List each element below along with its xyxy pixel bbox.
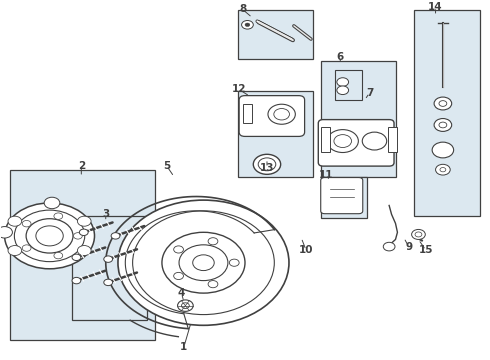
Circle shape [77, 216, 91, 226]
Circle shape [439, 101, 447, 106]
Circle shape [173, 246, 183, 253]
Circle shape [36, 226, 63, 246]
Circle shape [44, 197, 60, 209]
Circle shape [14, 210, 85, 262]
Text: 3: 3 [102, 210, 109, 219]
Circle shape [8, 216, 22, 226]
Text: 11: 11 [318, 170, 333, 180]
Text: 7: 7 [366, 88, 373, 98]
FancyBboxPatch shape [321, 177, 363, 214]
Circle shape [72, 254, 81, 261]
Text: 8: 8 [239, 4, 246, 14]
Text: 12: 12 [231, 84, 246, 94]
Circle shape [337, 78, 348, 86]
Circle shape [436, 164, 450, 175]
Circle shape [54, 252, 63, 259]
Circle shape [208, 238, 218, 245]
Circle shape [434, 118, 452, 131]
Circle shape [0, 226, 12, 238]
Text: 4: 4 [178, 288, 185, 298]
Circle shape [253, 154, 281, 174]
Circle shape [104, 256, 113, 262]
Bar [72, 216, 147, 320]
Bar [335, 69, 362, 100]
Circle shape [162, 232, 245, 293]
Circle shape [274, 108, 290, 120]
Circle shape [432, 142, 454, 158]
Bar [388, 127, 397, 152]
Text: 15: 15 [418, 245, 433, 255]
Circle shape [181, 303, 189, 309]
Circle shape [177, 300, 193, 311]
Text: 9: 9 [405, 242, 412, 252]
Circle shape [268, 104, 295, 124]
Circle shape [412, 229, 425, 239]
FancyBboxPatch shape [239, 96, 305, 136]
Circle shape [242, 21, 253, 29]
Circle shape [79, 229, 88, 235]
Circle shape [74, 233, 82, 239]
Circle shape [193, 255, 214, 271]
Bar [321, 127, 330, 152]
Circle shape [327, 130, 358, 153]
Circle shape [8, 246, 22, 256]
Circle shape [54, 213, 63, 219]
Text: 5: 5 [163, 161, 171, 171]
Bar [243, 104, 252, 123]
Bar [10, 170, 155, 339]
Circle shape [258, 158, 276, 171]
Circle shape [440, 167, 446, 172]
Text: 10: 10 [299, 245, 313, 255]
Circle shape [383, 242, 395, 251]
Circle shape [111, 233, 120, 239]
Bar [238, 10, 314, 59]
Text: 1: 1 [180, 342, 188, 352]
Circle shape [337, 86, 348, 95]
Circle shape [133, 211, 274, 315]
Circle shape [22, 245, 31, 251]
Circle shape [22, 220, 31, 227]
Circle shape [179, 245, 228, 280]
Circle shape [362, 132, 387, 150]
FancyBboxPatch shape [318, 120, 394, 166]
Bar [321, 60, 396, 177]
Circle shape [72, 277, 81, 284]
Circle shape [229, 259, 239, 266]
Circle shape [334, 135, 351, 148]
Circle shape [208, 280, 218, 288]
Circle shape [434, 97, 452, 110]
Circle shape [118, 200, 289, 325]
Circle shape [439, 122, 447, 128]
Text: 14: 14 [428, 2, 443, 12]
Circle shape [104, 279, 113, 285]
Circle shape [415, 232, 422, 237]
Circle shape [173, 273, 183, 279]
Bar [238, 91, 314, 177]
Bar [414, 10, 480, 216]
Text: 2: 2 [78, 161, 85, 171]
Text: 13: 13 [260, 163, 274, 173]
Circle shape [245, 23, 250, 27]
Text: 6: 6 [337, 52, 344, 62]
Circle shape [4, 203, 95, 269]
Circle shape [77, 246, 91, 256]
Circle shape [26, 219, 73, 253]
Bar [321, 177, 367, 218]
